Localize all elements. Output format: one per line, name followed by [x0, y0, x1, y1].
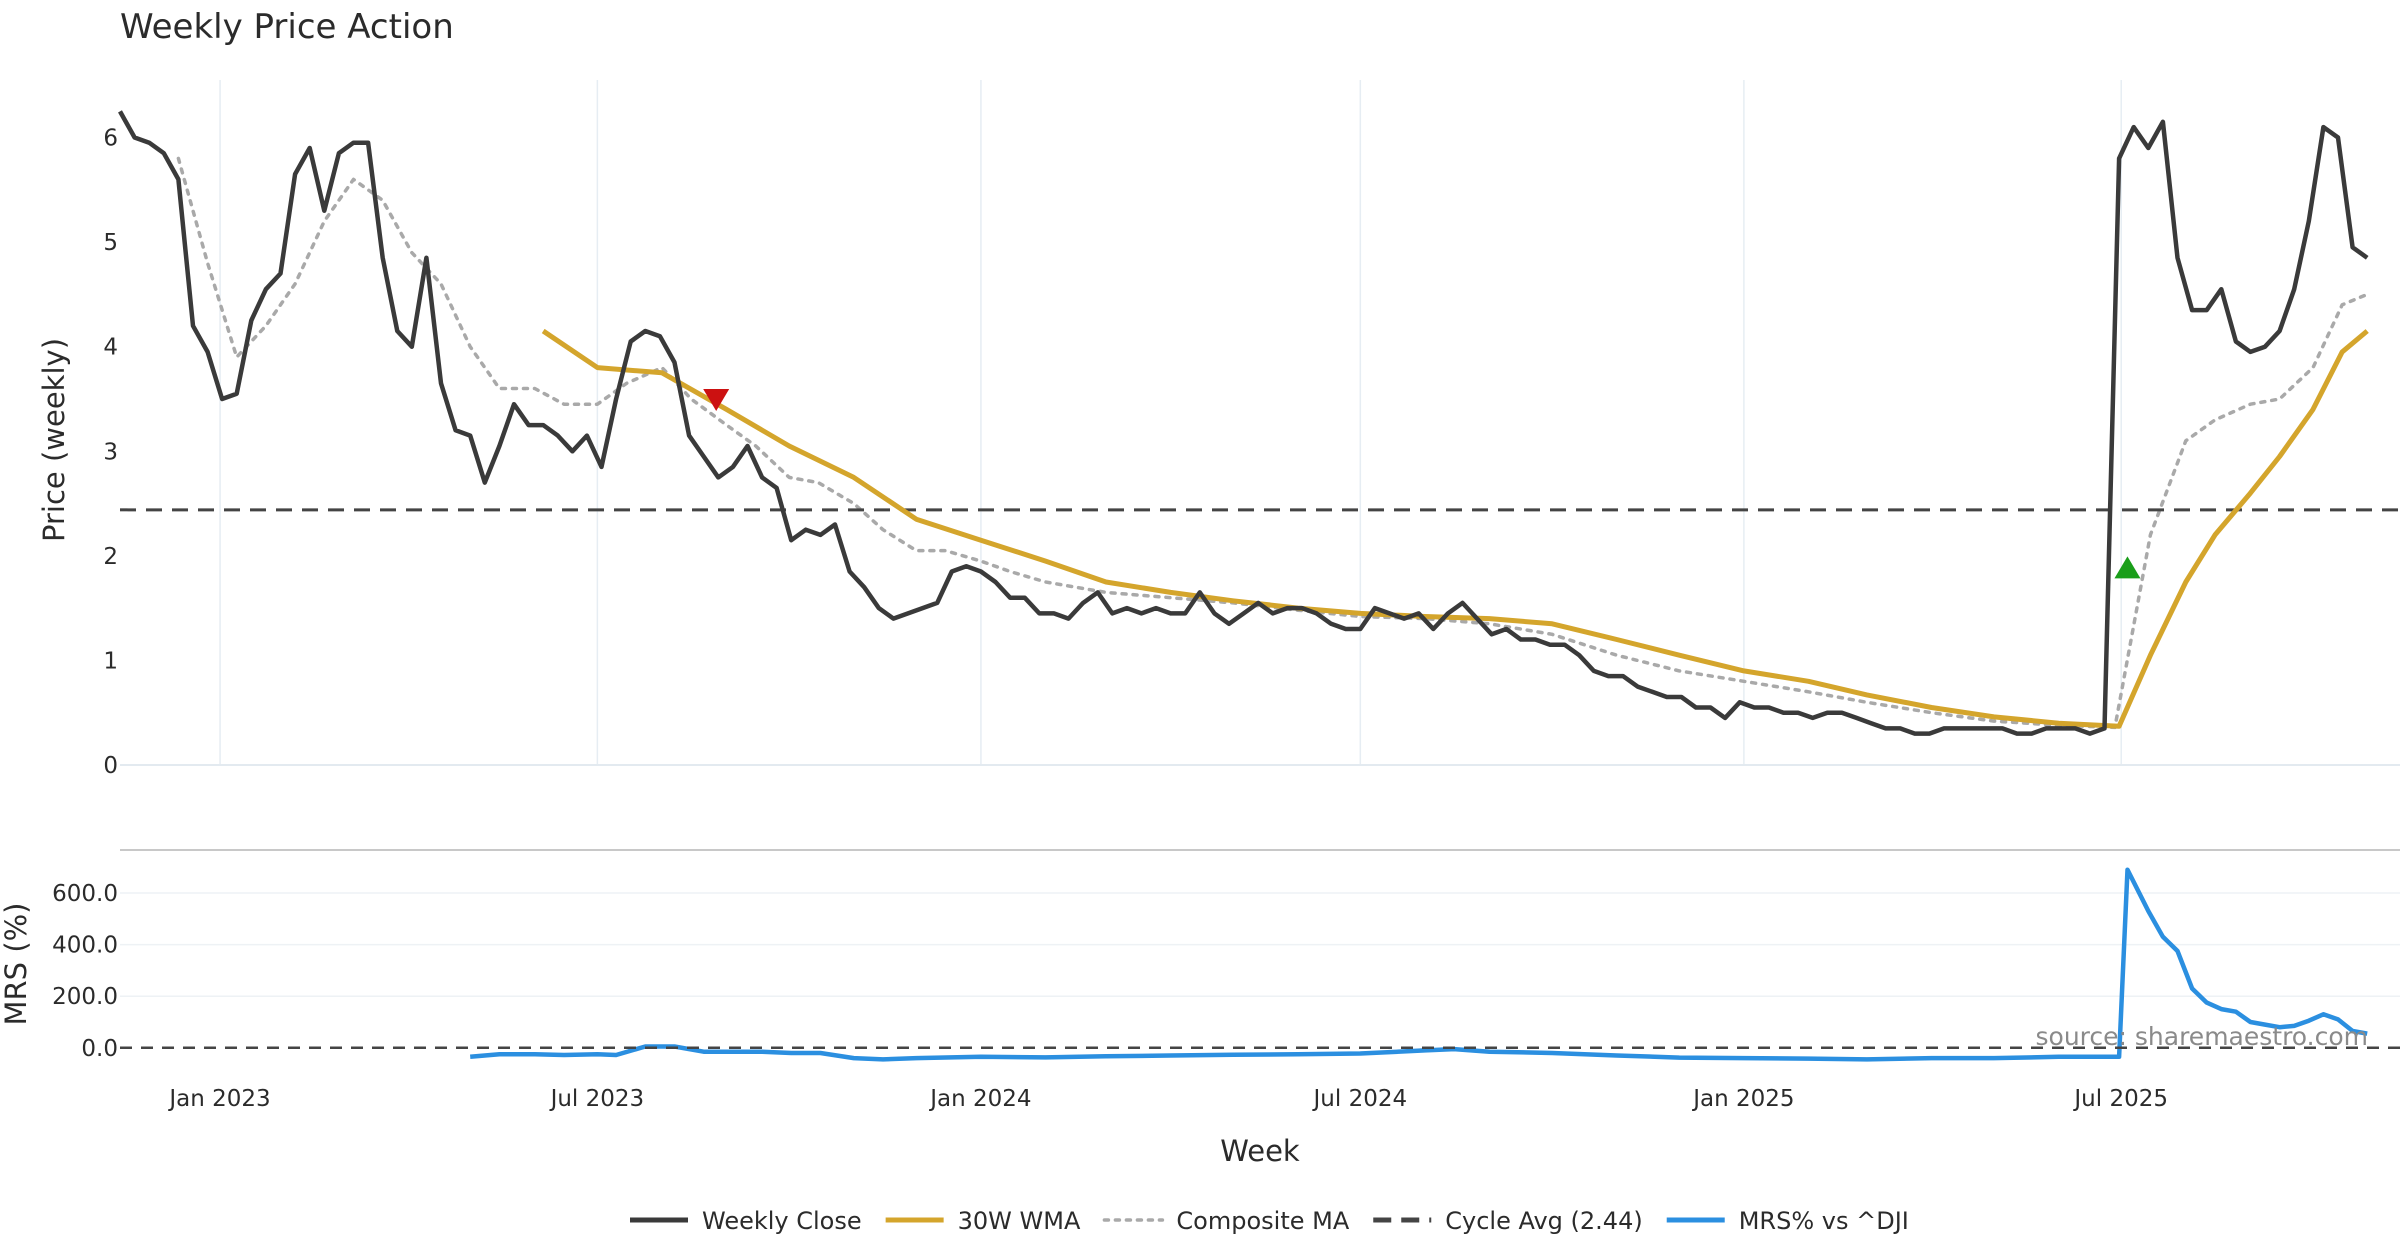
mrs-y-tick-label: 400.0 [52, 933, 118, 959]
legend-label: Composite MA [1176, 1207, 1349, 1235]
mrs-panel: 0.0 200.0 400.0 600.0 MRS (%) source: share… [0, 867, 2400, 1062]
legend-label: Cycle Avg (2.44) [1445, 1207, 1642, 1235]
chart-title: Weekly Price Action [120, 7, 454, 47]
price-y-tick-label: 5 [103, 230, 118, 256]
price-y-tick-label: 3 [103, 439, 118, 465]
price-gridlines [120, 80, 2400, 766]
x-tick-label: Jul 2023 [549, 1086, 645, 1112]
series-weekly-close [118, 110, 2369, 736]
price-series-lines [118, 110, 2400, 736]
mrs-y-tick-label: 600.0 [52, 881, 118, 907]
legend-item-mrs-vs-dji: MRS% vs ^DJI [1666, 1207, 1909, 1235]
signal-markers [703, 388, 2141, 579]
price-y-axis-label: Price (weekly) [37, 338, 71, 542]
price-y-tick-label: 4 [103, 335, 118, 361]
legend-item-cycle-avg-2-44: Cycle Avg (2.44) [1373, 1207, 1643, 1235]
series-composite-ma [176, 156, 2369, 730]
x-tick-label: Jan 2025 [1691, 1086, 1794, 1112]
mrs-y-tick-label: 200.0 [52, 984, 118, 1010]
price-y-tick-label: 2 [103, 544, 118, 570]
x-tick-label: Jan 2023 [167, 1086, 270, 1112]
legend-label: 30W WMA [958, 1207, 1081, 1235]
series-mrs-vs-dji [470, 867, 2368, 1062]
mrs-y-tick-label: 0.0 [81, 1036, 118, 1062]
legend-label: Weekly Close [702, 1207, 862, 1235]
legend-item-weekly-close: Weekly Close [630, 1207, 862, 1235]
x-tick-label: Jul 2024 [1312, 1086, 1408, 1112]
x-axis-ticks: Jan 2023 Jul 2023 Jan 2024 Jul 2024 Jan 2025… [167, 1086, 2168, 1112]
price-y-tick-label: 0 [103, 753, 118, 779]
mrs-y-ticks: 0.0 200.0 400.0 600.0 [52, 881, 118, 1062]
price-panel: 0 1 2 3 4 5 6 Price (weekly) [37, 80, 2400, 779]
legend-item-30w-wma: 30W WMA [885, 1207, 1081, 1235]
price-y-tick-label: 6 [103, 126, 118, 152]
series-30w-wma [541, 328, 2369, 729]
x-tick-label: Jul 2025 [2072, 1086, 2168, 1112]
legend: Weekly Close 30W WMA Composite MA Cycle Avg… [630, 1207, 1909, 1235]
mrs-gridlines [120, 892, 2400, 997]
legend-item-composite-ma: Composite MA [1102, 1207, 1350, 1235]
mrs-y-axis-label: MRS (%) [0, 903, 33, 1026]
price-y-ticks: 0 1 2 3 4 5 6 [103, 126, 118, 779]
x-axis-label: Week [1220, 1134, 1300, 1168]
buy-signal-marker [2114, 556, 2141, 579]
sell-signal-marker [703, 388, 730, 411]
mrs-series-lines [120, 867, 2400, 1062]
price-y-tick-label: 1 [103, 648, 118, 674]
x-tick-label: Jan 2024 [928, 1086, 1031, 1112]
source-annotation: source: sharemaestro.com [2036, 1022, 2369, 1051]
legend-label: MRS% vs ^DJI [1739, 1207, 1909, 1235]
